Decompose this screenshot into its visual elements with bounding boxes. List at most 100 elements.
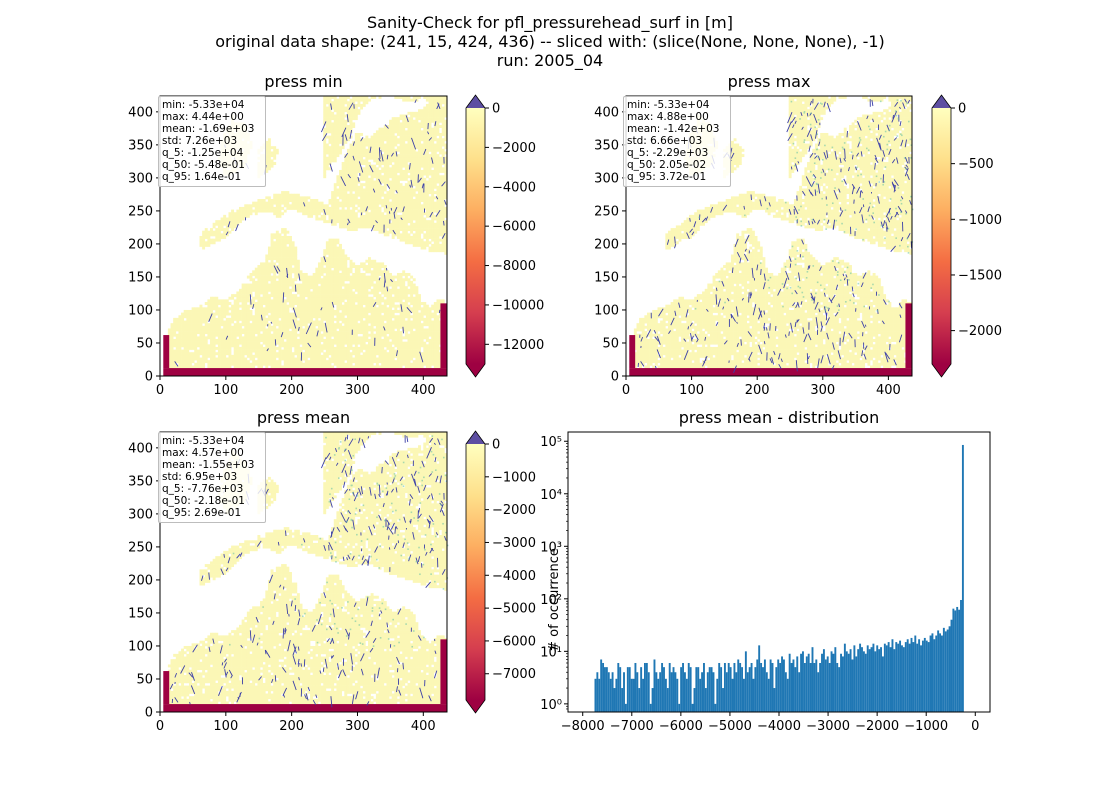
histogram-bar bbox=[819, 662, 822, 712]
histogram-ytick-label: 10³ bbox=[540, 540, 562, 555]
press-mean-colorbar-tick-label: −5000 bbox=[492, 602, 536, 617]
histogram-bar bbox=[729, 667, 732, 712]
press-max-colorbar-extend-max bbox=[932, 95, 951, 108]
histogram-bar bbox=[701, 672, 704, 712]
press-max-colorbar-tick-label: −2000 bbox=[958, 324, 1002, 339]
histogram-bar bbox=[929, 635, 932, 712]
stat-line: max: 4.88e+00 bbox=[627, 111, 727, 123]
stat-line: max: 4.44e+00 bbox=[162, 111, 262, 123]
histogram-bar bbox=[883, 643, 886, 712]
press-min-rivers bbox=[174, 99, 447, 367]
press-max-colorbar-tick-label: −1000 bbox=[958, 213, 1002, 228]
stat-line: q_95: 2.69e-01 bbox=[162, 507, 262, 519]
press-max-colorbar-tick-label: −500 bbox=[958, 157, 994, 172]
press-min-colorbar-tick-label: −12000 bbox=[492, 338, 544, 353]
press-mean-title: press mean bbox=[257, 408, 350, 427]
histogram-bar bbox=[834, 647, 837, 712]
press-mean-panel: 0 100 200 300 400 0 50 100 150 200 250 300 350 400 pre… bbox=[128, 408, 449, 734]
histogram-bar bbox=[743, 678, 745, 712]
histogram-bar bbox=[617, 662, 620, 712]
press-min-ytick-label: 250 bbox=[128, 204, 153, 219]
stat-line: std: 7.26e+03 bbox=[162, 135, 262, 147]
histogram-ytick-label: 10² bbox=[540, 593, 562, 608]
press-max-stats-box: min: -5.33e+04 max: 4.88e+00 mean: -1.42… bbox=[623, 96, 731, 187]
histogram-bar bbox=[645, 662, 648, 712]
histogram-bar bbox=[845, 651, 848, 712]
press-mean-wet-patches bbox=[229, 435, 449, 648]
press-min-ytick-label: 400 bbox=[128, 105, 153, 120]
press-min-ytick-label: 300 bbox=[128, 171, 153, 186]
press-mean-ytick-label: 100 bbox=[128, 639, 153, 654]
histogram-xtick-label: 0 bbox=[971, 719, 979, 734]
stat-line: q_50: -2.18e-01 bbox=[162, 495, 262, 507]
press-max-ytick-label: 350 bbox=[594, 138, 619, 153]
histogram-bar bbox=[916, 643, 919, 712]
press-max-ytick-label: 300 bbox=[594, 171, 619, 186]
histogram-bar bbox=[651, 688, 654, 712]
press-min-xtick-label: 400 bbox=[411, 383, 436, 398]
histogram-bar bbox=[921, 640, 924, 712]
histogram-bar bbox=[683, 672, 686, 712]
histogram-bar bbox=[832, 653, 835, 712]
press-min-colorbar-tick-label: −6000 bbox=[492, 220, 536, 235]
histogram-bar bbox=[613, 688, 616, 712]
press-min-boundary-east bbox=[440, 303, 447, 369]
histogram-xtick-label: −6000 bbox=[659, 719, 703, 734]
histogram-bar bbox=[777, 659, 780, 712]
histogram-bar bbox=[864, 653, 867, 712]
histogram-bar bbox=[935, 635, 938, 712]
histogram-bar bbox=[636, 672, 639, 712]
histogram-bar bbox=[687, 662, 690, 712]
histogram-bar bbox=[704, 688, 707, 712]
histogram-bar bbox=[855, 656, 858, 712]
histogram-bar bbox=[735, 672, 738, 712]
histogram-ytick-label: 10⁴ bbox=[540, 488, 562, 503]
histogram-bar bbox=[678, 703, 681, 712]
histogram-bar bbox=[908, 643, 911, 712]
histogram-bar bbox=[842, 656, 844, 712]
histogram-bar bbox=[638, 688, 641, 712]
press-mean-colorbar-tick-label: −3000 bbox=[492, 536, 536, 551]
press-min-ytick-label: 0 bbox=[145, 370, 153, 385]
histogram-bar bbox=[737, 659, 740, 712]
histogram-bar bbox=[763, 659, 766, 712]
press-min-xtick-label: 300 bbox=[345, 383, 370, 398]
histogram-bar bbox=[607, 672, 610, 712]
press-min-ytick-label: 50 bbox=[136, 336, 153, 351]
histogram-bar bbox=[803, 662, 806, 712]
stat-line: mean: -1.55e+03 bbox=[162, 459, 262, 471]
histogram-bar bbox=[693, 688, 696, 712]
histogram-bar bbox=[933, 639, 936, 712]
press-mean-land-raster bbox=[165, 432, 448, 710]
histogram-bar bbox=[771, 662, 774, 712]
histogram-bar bbox=[958, 609, 961, 712]
histogram-ytick-label: 10⁰ bbox=[540, 698, 562, 713]
histogram-bar bbox=[642, 678, 644, 712]
histogram-bar bbox=[640, 667, 643, 712]
histogram-bar bbox=[885, 645, 888, 712]
press-max-ytick-label: 200 bbox=[594, 237, 619, 252]
histogram-bar bbox=[824, 659, 827, 712]
histogram-bar bbox=[918, 639, 921, 712]
histogram-bar bbox=[605, 667, 608, 712]
histogram-bar bbox=[718, 662, 721, 712]
histogram-bar bbox=[887, 642, 890, 712]
histogram-bar bbox=[786, 678, 789, 712]
press-mean-colorbar-tick-label: −7000 bbox=[492, 667, 536, 682]
press-mean-ytick-label: 200 bbox=[128, 573, 153, 588]
press-min-colorbar-tick-label: −8000 bbox=[492, 259, 536, 274]
histogram-bar bbox=[788, 653, 791, 712]
press-mean-colorbar-tick-label: 0 bbox=[492, 438, 500, 453]
histogram-bar bbox=[647, 672, 650, 712]
press-mean-colorbar-extend-max bbox=[466, 431, 485, 444]
histogram-bar bbox=[872, 643, 875, 712]
histogram-bar bbox=[714, 703, 717, 712]
histogram-bar bbox=[695, 667, 698, 712]
histogram-title: press mean - distribution bbox=[679, 408, 879, 427]
histogram-xtick-label: −7000 bbox=[610, 719, 654, 734]
press-max-panel: 0 100 200 300 400 0 50 100 150 200 250 300 350 400 pre… bbox=[594, 72, 914, 398]
histogram-bar bbox=[794, 667, 797, 712]
histogram-bar bbox=[802, 651, 804, 712]
histogram-bar bbox=[634, 662, 637, 712]
histogram-bar bbox=[762, 667, 764, 712]
